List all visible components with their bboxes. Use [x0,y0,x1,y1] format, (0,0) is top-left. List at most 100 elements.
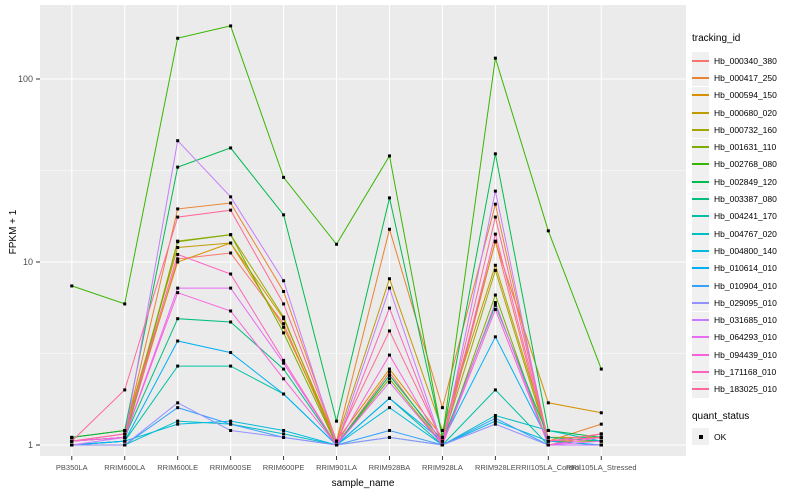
legend-entry: OK [692,428,749,446]
data-point [387,377,391,381]
data-point [123,435,127,439]
data-point [229,24,233,28]
plot-panel [40,5,686,456]
data-point [176,291,180,295]
data-point [229,233,233,237]
data-point [123,443,127,447]
data-point [282,317,286,321]
data-point [387,154,391,158]
data-point [176,317,180,321]
legend-tracking-id: tracking_id Hb_000340_380 Hb_000417_250 Hb… [692,33,777,398]
x-axis-title: sample_name [331,478,395,489]
legend-entry-label: Hb_031685_010 [714,315,777,326]
legend-key-swatch [692,225,709,243]
data-point [282,435,286,439]
data-point [229,146,233,150]
legend-key-line [692,59,709,62]
legend-quant-status: quant_status OK [692,411,750,446]
legend-key-swatch [692,277,709,294]
data-point [282,322,286,326]
legend-key-swatch [692,328,709,346]
legend-entry-label: Hb_002849_120 [714,176,777,187]
legend-entry-label: Hb_002768_080 [714,159,777,170]
data-point [387,353,391,357]
data-point [123,388,127,392]
data-point [387,286,391,290]
data-point [282,279,286,283]
data-point [335,443,339,447]
legend-entry-label: Hb_003387_080 [714,194,777,205]
legend-entry-label: Hb_001631_110 [714,142,777,153]
legend-quant-status-title: quant_status [692,411,750,422]
data-point [440,443,444,447]
data-point [70,435,74,439]
data-point [493,240,497,244]
data-point [282,175,286,179]
legend-entry-label: Hb_000594_150 [714,90,777,101]
legend-key-line [692,319,709,322]
x-tick-label: RRIM600LE [157,463,198,472]
legend-key-line [692,232,709,235]
legend-key-swatch [692,311,709,329]
data-point [123,439,127,443]
legend-key-swatch [692,69,709,87]
data-point [546,435,550,439]
data-point [387,227,391,231]
data-point [493,301,497,305]
legend-entry: Hb_004800_140 [692,242,777,260]
data-point [123,429,127,433]
y-tick-label: 1 [28,440,33,450]
legend-entry: Hb_004767_020 [692,225,777,243]
legend-key-swatch [692,207,709,225]
data-point [546,229,550,233]
legend-key-swatch [692,242,709,260]
data-point [546,443,550,447]
data-point [493,413,497,417]
data-point [599,435,603,439]
data-point [229,241,233,245]
data-point [282,367,286,371]
data-point [282,289,286,293]
data-point [229,419,233,423]
legend-entry-label: OK [714,431,727,442]
data-point [493,202,497,206]
legend-entries: Hb_000340_380 Hb_000417_250 Hb_000594_150 H… [692,52,777,398]
legend-entry: Hb_010614_010 [692,259,777,277]
data-point [229,320,233,324]
data-point [70,284,74,288]
legend-entry-label: Hb_171168_010 [714,366,777,377]
legend-key-swatch [692,121,709,139]
legend-key-swatch [692,428,709,446]
legend-entry: Hb_094439_010 [692,346,777,364]
data-point [229,195,233,199]
x-tick-label: RRII105LA_Control [516,463,581,472]
data-point [229,422,233,426]
data-point [176,215,180,219]
legend-key-swatch [692,190,709,208]
legend-key-swatch [692,173,709,191]
legend-entry-label: Hb_183025_010 [714,384,777,395]
data-point [599,422,603,426]
x-tick-label: RRIM600PE [263,463,305,472]
data-point [176,207,180,211]
legend-entry: Hb_004241_170 [692,207,777,225]
data-point [387,435,391,439]
legend-entry: Hb_171168_010 [692,363,777,381]
legend-entry: Hb_001631_110 [692,138,777,156]
data-point [493,388,497,392]
data-point [387,329,391,333]
data-point [387,196,391,200]
x-tick-label: RRII105LA_Stressed [566,463,636,472]
data-point [176,240,180,244]
data-point [282,331,286,335]
data-point [176,286,180,290]
data-point [599,367,603,371]
data-point [282,392,286,396]
legend-entry: Hb_064293_010 [692,328,777,346]
data-point [493,303,497,307]
legend-key-line [692,388,709,391]
data-point [176,422,180,426]
data-point [546,439,550,443]
data-point [282,315,286,319]
data-point [493,268,497,272]
